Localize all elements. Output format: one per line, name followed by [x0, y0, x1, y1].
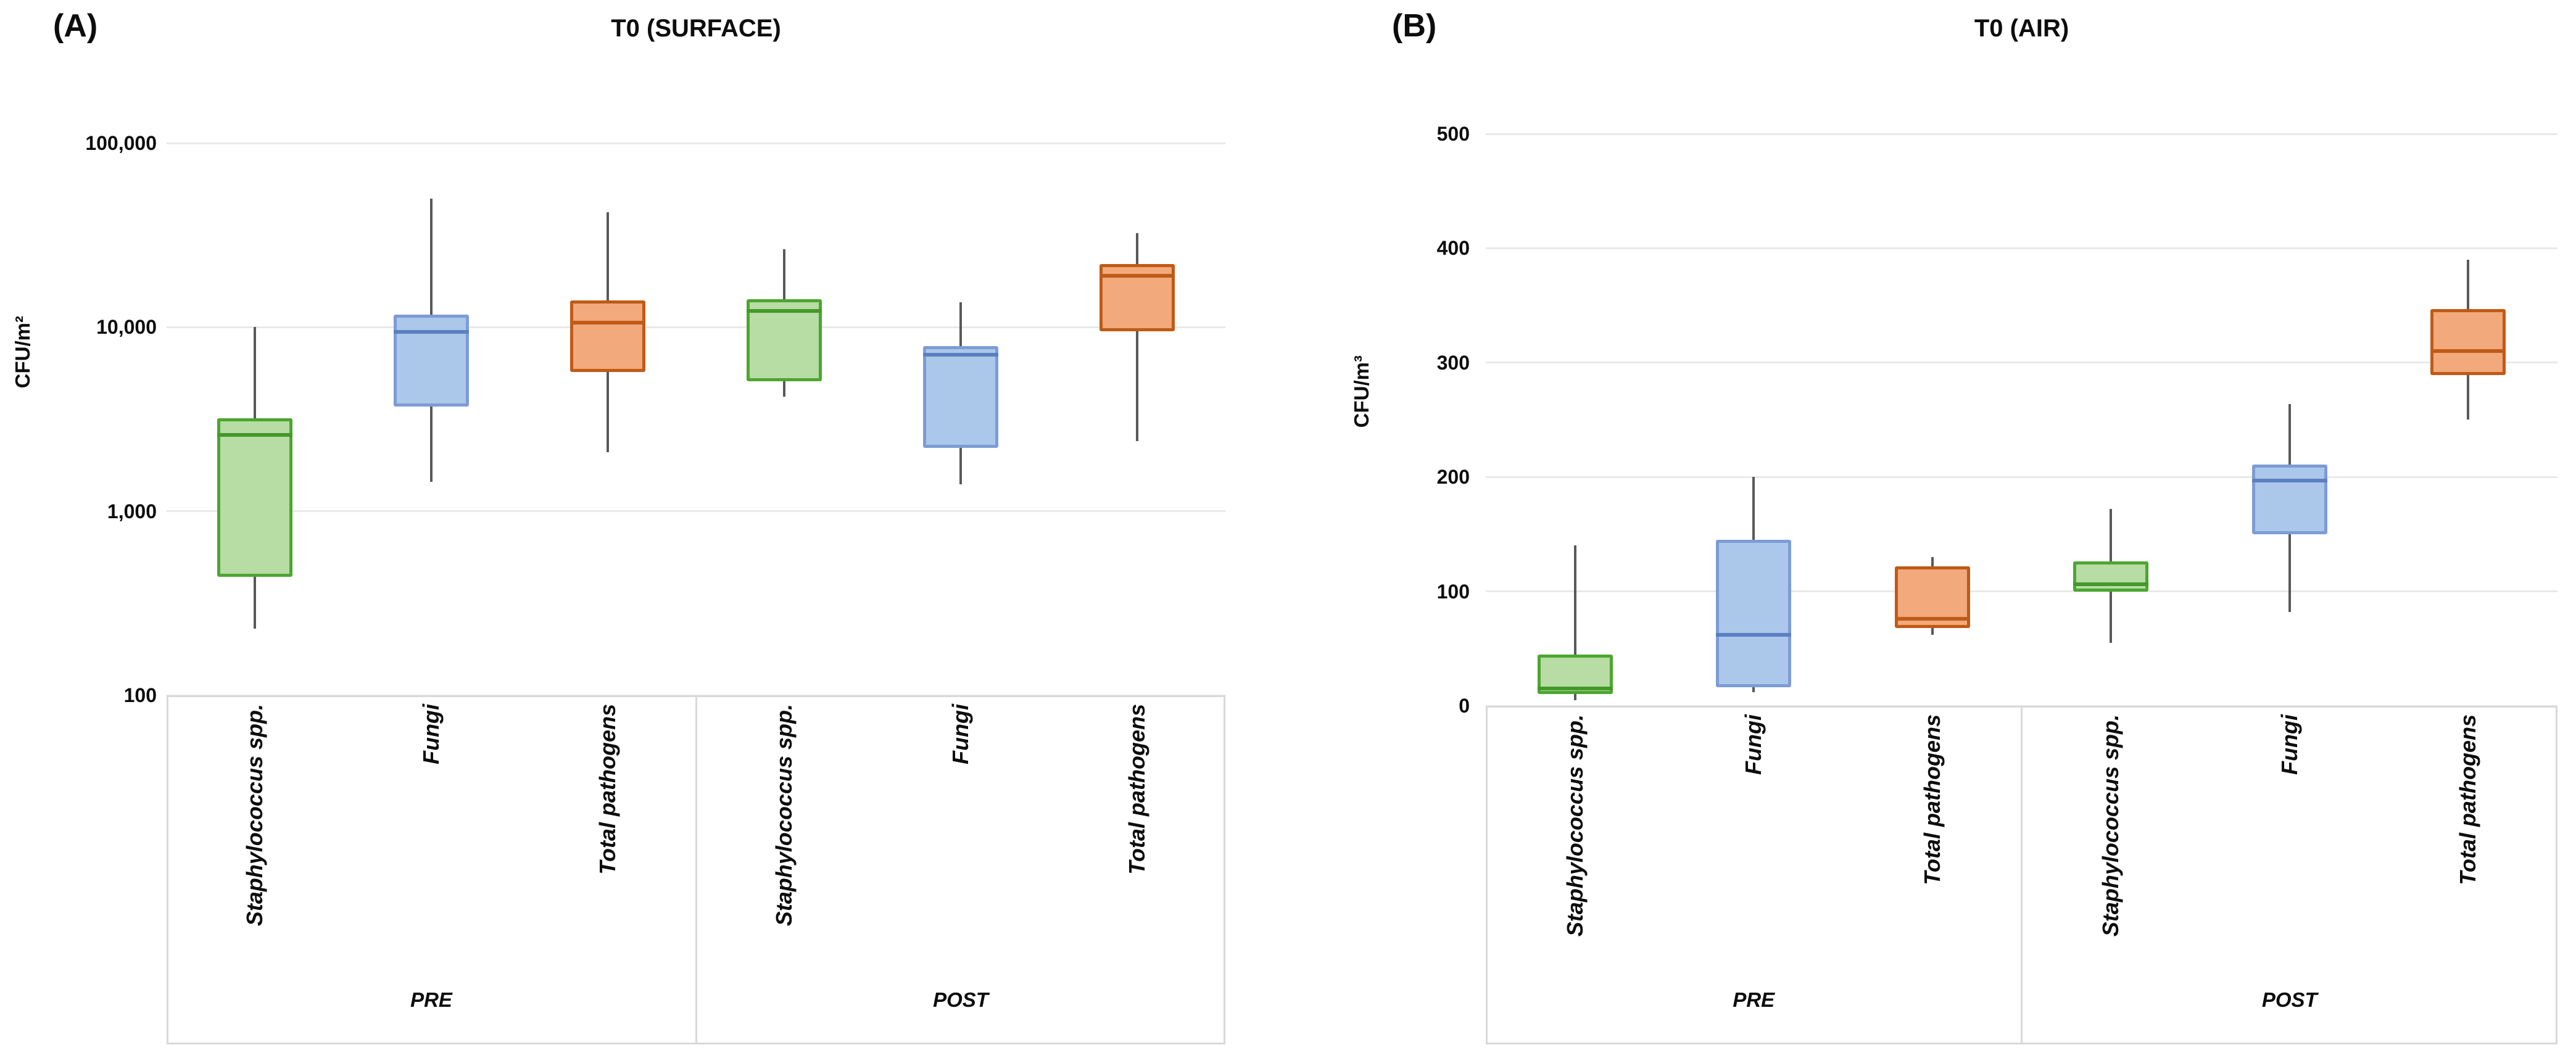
- box: [1716, 540, 1792, 688]
- gridline: [1486, 476, 2557, 478]
- group-divider: [2021, 706, 2023, 1044]
- gridline: [167, 326, 1225, 328]
- group-label: PRE: [410, 988, 452, 1011]
- median-line: [923, 352, 998, 357]
- gridline: [167, 142, 1225, 144]
- y-tick-label: 200: [1436, 466, 1470, 489]
- panel-label-b: (B): [1392, 8, 1437, 44]
- group-label: POST: [933, 988, 988, 1011]
- group-label: PRE: [1733, 988, 1775, 1011]
- y-tick-label: 400: [1436, 237, 1470, 260]
- category-label: Staphylococcus spp.: [2098, 714, 2124, 937]
- y-tick-label: 300: [1436, 351, 1470, 374]
- chart-title-surface: T0 (SURFACE): [611, 15, 781, 42]
- box: [923, 345, 998, 449]
- gridline: [1486, 133, 2557, 135]
- box: [2251, 464, 2327, 534]
- box-whisker: [1136, 233, 1138, 442]
- group-label: POST: [2261, 988, 2317, 1011]
- median-line: [747, 308, 822, 313]
- y-tick-label: 100,000: [85, 132, 157, 154]
- box: [570, 300, 645, 373]
- gridline: [1486, 247, 2557, 249]
- y-tick-label: 1,000: [107, 500, 157, 523]
- median-line: [1894, 617, 1970, 621]
- median-line: [1716, 633, 1792, 637]
- median-line: [2251, 478, 2327, 482]
- box-whisker: [1573, 545, 1576, 700]
- category-label: Total pathogens: [2455, 714, 2481, 885]
- y-tick-label: 10,000: [96, 316, 157, 339]
- median-line: [217, 432, 292, 437]
- y-tick-label: 500: [1436, 123, 1470, 145]
- y-tick-label: 0: [1459, 695, 1470, 717]
- category-label: Staphylococcus spp.: [1562, 714, 1588, 937]
- y-tick-label: 100: [1436, 580, 1470, 603]
- chart-title-air: T0 (AIR): [1974, 15, 2069, 42]
- median-line: [2073, 582, 2149, 587]
- category-label: Fungi: [2276, 714, 2302, 775]
- median-line: [1100, 274, 1175, 278]
- median-line: [2430, 349, 2506, 353]
- gridline: [167, 510, 1225, 513]
- gridline: [1486, 590, 2557, 593]
- gridline: [1486, 362, 2557, 364]
- box: [394, 314, 469, 407]
- median-line: [1537, 687, 1613, 691]
- group-divider: [695, 695, 697, 1044]
- box: [217, 418, 292, 577]
- box: [2073, 561, 2149, 592]
- median-line: [570, 320, 645, 325]
- median-line: [394, 330, 469, 334]
- box: [747, 299, 822, 381]
- category-label: Fungi: [1741, 714, 1766, 775]
- box: [2430, 308, 2506, 376]
- category-label: Total pathogens: [1919, 714, 1945, 885]
- y-tick-label: 100: [123, 684, 157, 706]
- panel-label-a: (A): [53, 8, 98, 44]
